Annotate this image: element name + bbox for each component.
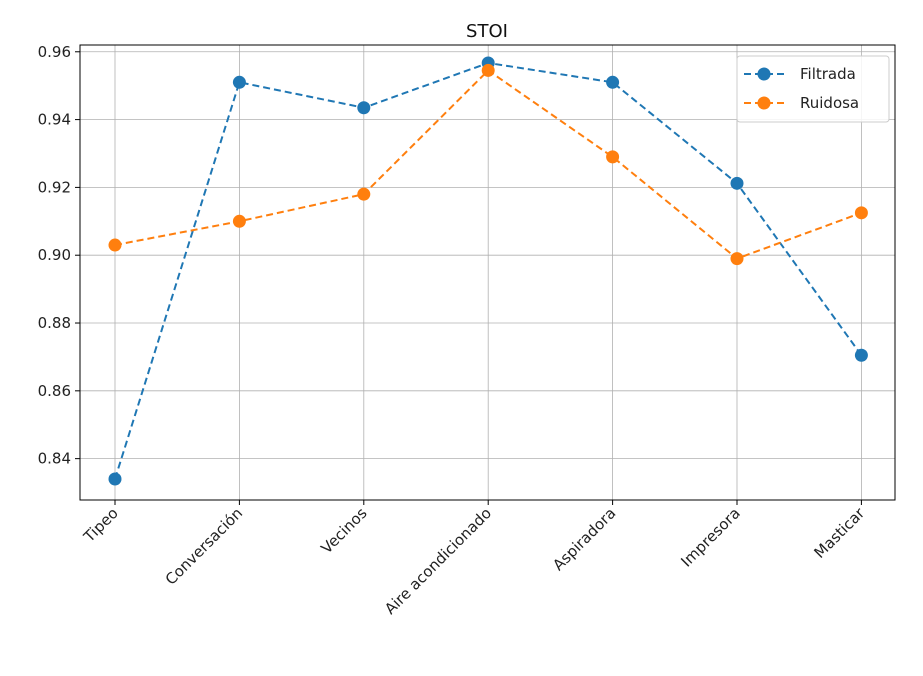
legend-label-ruidosa: Ruidosa — [800, 94, 859, 112]
y-tick-label: 0.86 — [38, 382, 71, 400]
data-point-ruidosa — [232, 214, 246, 228]
y-tick-label: 0.92 — [38, 178, 71, 196]
series-filtrada — [108, 56, 868, 486]
data-point-filtrada — [730, 176, 744, 190]
data-point-filtrada — [606, 75, 620, 89]
legend-box — [736, 55, 890, 123]
grid-lines — [80, 45, 895, 500]
data-point-ruidosa — [357, 187, 371, 201]
data-point-ruidosa — [606, 150, 620, 164]
chart-title: STOI — [466, 21, 508, 42]
plot-frame — [79, 44, 896, 501]
legend-label-filtrada: Filtrada — [800, 65, 856, 83]
data-point-filtrada — [232, 75, 246, 89]
y-tick-label: 0.96 — [38, 43, 71, 61]
data-point-ruidosa — [481, 63, 495, 77]
data-point-filtrada — [108, 472, 122, 486]
legend-marker-ruidosa — [757, 96, 771, 110]
series-ruidosa — [108, 63, 868, 266]
y-tick-label: 0.94 — [38, 111, 71, 129]
y-tick-label: 0.84 — [38, 450, 71, 468]
data-point-filtrada — [854, 348, 868, 362]
data-point-ruidosa — [854, 206, 868, 220]
y-tick-label: 0.88 — [38, 314, 71, 332]
legend: Filtrada Ruidosa — [736, 55, 890, 123]
data-point-ruidosa — [730, 252, 744, 266]
data-point-filtrada — [357, 101, 371, 115]
legend-marker-filtrada — [757, 67, 771, 81]
data-point-ruidosa — [108, 238, 122, 252]
y-tick-label: 0.90 — [38, 246, 71, 264]
series-layer — [108, 56, 868, 486]
